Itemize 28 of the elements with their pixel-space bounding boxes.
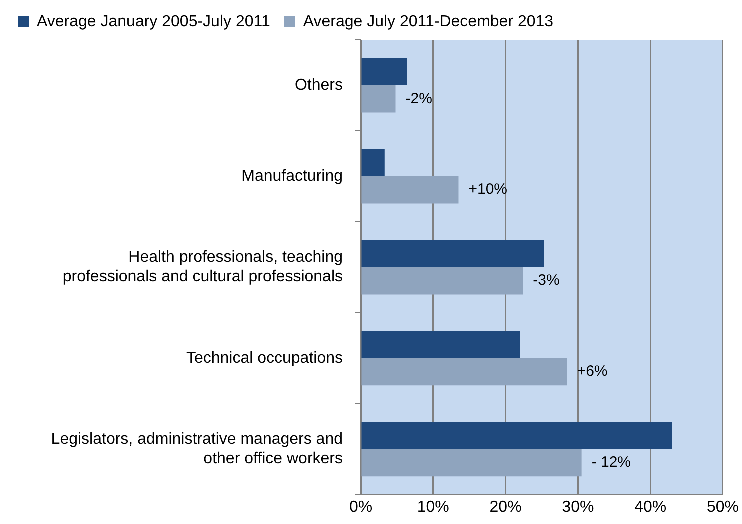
bar [362,331,520,358]
bar [362,240,544,268]
y-tick-label: Health professionals, teaching professionals and cultural professionals [62,249,343,286]
y-tick-label: Legislators, administrative managers and other office workers [51,431,343,468]
x-tick-label: 20% [490,498,522,516]
bar [362,85,396,113]
x-tick-label: 0% [349,498,373,516]
annotation: - 12% [592,454,631,472]
bar [362,267,524,295]
legend-label: Average January 2005-July 2011 [37,13,270,30]
annotation: +10% [468,181,508,198]
x-tick-label: 40% [634,498,667,516]
bar [362,176,459,204]
x-tick-label: 30% [562,498,594,516]
bar [362,422,672,450]
x-tick-label: 10% [417,498,450,516]
y-tick-label: Others [294,76,343,94]
annotation: +6% [577,363,608,380]
y-tick-label: Manufacturing [242,168,343,185]
y-tick-label: Technical occupations [186,350,343,367]
annotation: -3% [533,272,560,290]
bar [362,149,385,176]
bar [362,358,568,386]
bar [362,58,408,86]
annotation: -2% [406,90,432,108]
x-tick-label: 50% [706,498,740,516]
legend-label: Average July 2011-December 2013 [303,13,554,30]
bar [362,449,582,477]
